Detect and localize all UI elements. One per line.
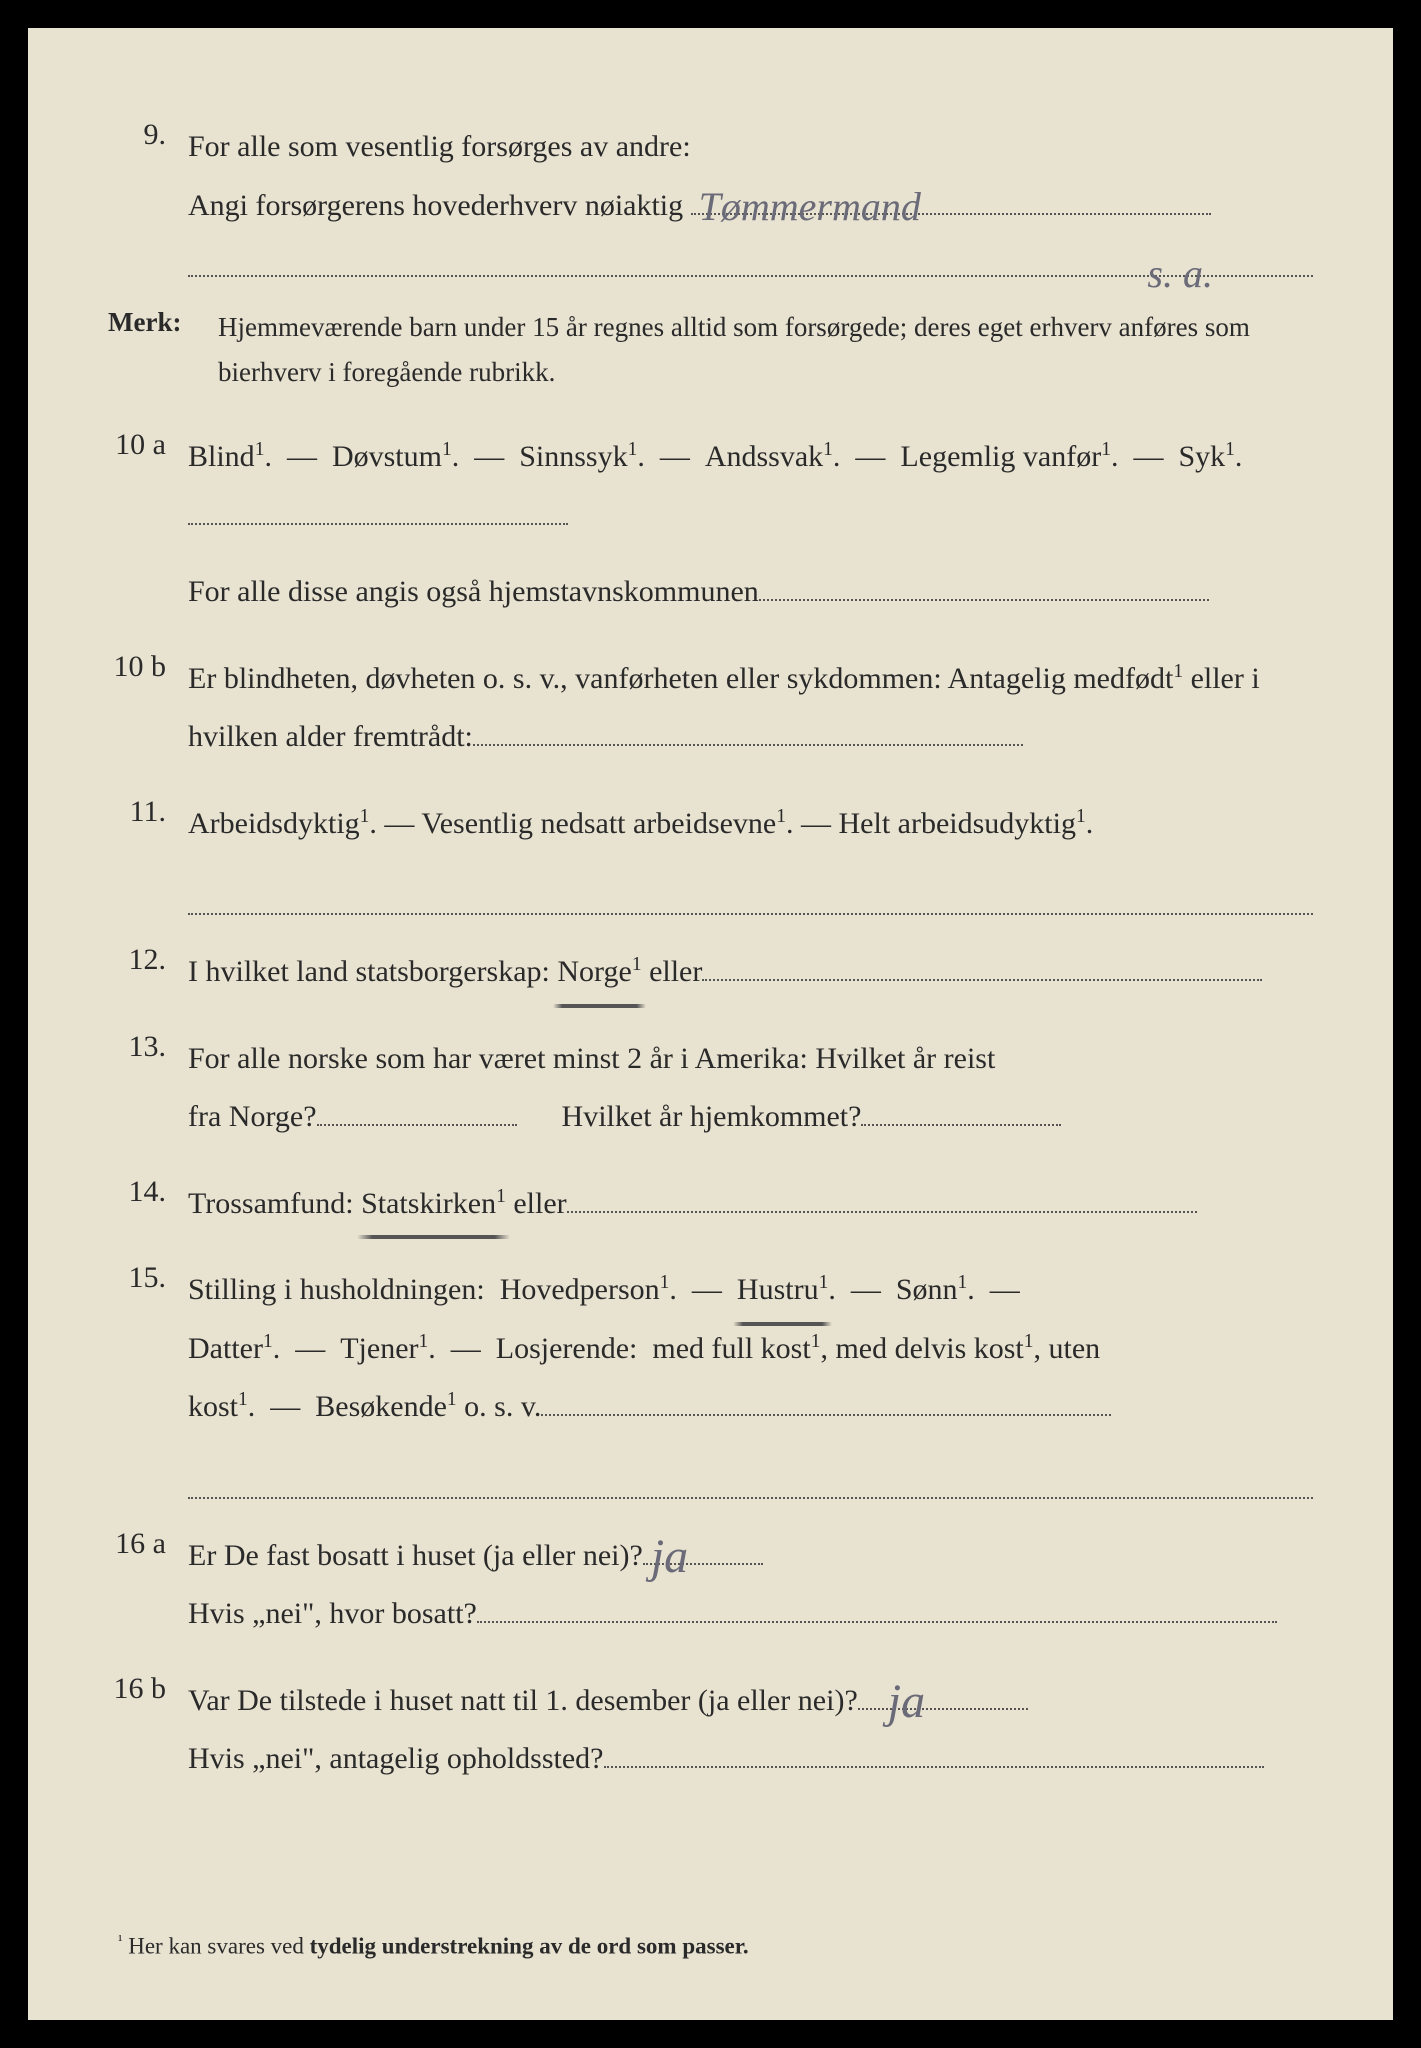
q14-number: 14.: [108, 1175, 188, 1209]
q12-underlined: Norge1: [557, 943, 641, 1002]
q16a-line1: Er De fast bosatt i huset (ja eller nei)…: [188, 1539, 643, 1572]
question-9: 9. For alle som vesentlig forsørges av a…: [108, 118, 1313, 277]
q10a-line2: For alle disse angis også hjemstavnskomm…: [188, 575, 759, 608]
q12-body: I hvilket land statsborgerskap: Norge1 e…: [188, 943, 1313, 1002]
q13-number: 13.: [108, 1030, 188, 1064]
q9-line2-prefix: Angi forsørgerens hovederhverv nøiaktig: [188, 189, 683, 222]
q10a-number: 10 a: [108, 428, 188, 462]
q16a-body: Er De fast bosatt i huset (ja eller nei)…: [188, 1527, 1313, 1644]
q9-line1: For alle som vesentlig forsørges av andr…: [188, 130, 691, 163]
q11-body: Arbeidsdyktig1. — Vesentlig nedsatt arbe…: [188, 795, 1313, 916]
q13-body: For alle norske som har været minst 2 år…: [188, 1030, 1313, 1147]
question-16b: 16 b Var De tilstede i huset natt til 1.…: [108, 1672, 1313, 1789]
question-16a: 16 a Er De fast bosatt i huset (ja eller…: [108, 1527, 1313, 1644]
q13-fill-2: [861, 1093, 1061, 1126]
question-14: 14. Trossamfund: Statskirken1 eller: [108, 1175, 1313, 1234]
q16a-number: 16 a: [108, 1527, 188, 1561]
q13-fill-1: [317, 1093, 517, 1126]
q10a-options: Blind1. — Døvstum1. — Sinnssyk1. — Andss…: [188, 440, 1242, 473]
q16a-fill-2: [477, 1590, 1277, 1623]
q13-line1: For alle norske som har været minst 2 år…: [188, 1042, 995, 1075]
q9-fill-2-wrap: s. a.: [188, 247, 1313, 277]
q16a-line2: Hvis „nei", hvor bosatt?: [188, 1597, 477, 1630]
q13-line2b: Hvilket år hjemkommet?: [562, 1100, 862, 1133]
q14-body: Trossamfund: Statskirken1 eller: [188, 1175, 1313, 1234]
q14-fill: [567, 1180, 1197, 1213]
q9-handwritten-2: s. a.: [1147, 235, 1213, 313]
footnote-text-a: Her kan svares ved: [128, 1934, 309, 1959]
q12-number: 12.: [108, 943, 188, 977]
q10b-number: 10 b: [108, 650, 188, 684]
q15-number: 15.: [108, 1261, 188, 1295]
question-11: 11. Arbeidsdyktig1. — Vesentlig nedsatt …: [108, 795, 1313, 916]
merk-label: Merk:: [108, 305, 218, 394]
q16b-number: 16 b: [108, 1672, 188, 1706]
question-10a: 10 a Blind1. — Døvstum1. — Sinnssyk1. — …: [108, 428, 1313, 622]
q15-fill-1: [541, 1383, 1111, 1416]
q11-text: Arbeidsdyktig1. — Vesentlig nedsatt arbe…: [188, 807, 1093, 840]
question-15: 15. Stilling i husholdningen: Hovedperso…: [108, 1261, 1313, 1499]
q16b-body: Var De tilstede i huset natt til 1. dese…: [188, 1672, 1313, 1789]
q10b-body: Er blindheten, døvheten o. s. v., vanfør…: [188, 650, 1313, 767]
footnote-marker: ¹: [118, 1933, 122, 1949]
footnote: ¹ Her kan svares ved tydelig understrekn…: [118, 1933, 749, 1960]
q14-prefix: Trossamfund:: [188, 1187, 361, 1220]
q16a-fill-1: ja: [643, 1532, 763, 1565]
q13-line2a: fra Norge?: [188, 1100, 317, 1133]
q10a-fill-1: [188, 492, 568, 525]
q10a-fill-2: [759, 568, 1209, 601]
q12-suffix: eller: [649, 955, 702, 988]
q16b-line1: Var De tilstede i huset natt til 1. dese…: [188, 1684, 858, 1717]
q16b-line2: Hvis „nei", antagelig opholdssted?: [188, 1742, 604, 1775]
q14-suffix: eller: [513, 1187, 566, 1220]
footnote-text-b: tydelig understrekning av de ord som pas…: [310, 1934, 749, 1959]
q9-body: For alle som vesentlig forsørges av andr…: [188, 118, 1313, 277]
q10b-fill: [473, 713, 1023, 746]
q16b-fill-2: [604, 1735, 1264, 1768]
question-13: 13. For alle norske som har været minst …: [108, 1030, 1313, 1147]
merk-text: Hjemmeværende barn under 15 år regnes al…: [218, 305, 1313, 394]
q11-fill: [188, 885, 1313, 915]
q12-prefix: I hvilket land statsborgerskap:: [188, 955, 557, 988]
q15-body: Stilling i husholdningen: Hovedperson1. …: [188, 1261, 1313, 1499]
q9-fill-2: [188, 247, 1313, 277]
q9-handwritten-1: Tømmermand: [699, 168, 921, 246]
q9-fill-1: Tømmermand: [691, 182, 1211, 215]
question-12: 12. I hvilket land statsborgerskap: Norg…: [108, 943, 1313, 1002]
q12-fill: [702, 948, 1262, 981]
merk-note: Merk: Hjemmeværende barn under 15 år reg…: [108, 305, 1313, 394]
q9-number: 9.: [108, 118, 188, 152]
q14-underlined: Statskirken1: [361, 1175, 506, 1234]
q16b-fill-1: ja: [858, 1677, 1028, 1710]
q15-fill-2: [188, 1469, 1313, 1499]
question-10b: 10 b Er blindheten, døvheten o. s. v., v…: [108, 650, 1313, 767]
document-page: 9. For alle som vesentlig forsørges av a…: [28, 28, 1393, 2020]
q10a-body: Blind1. — Døvstum1. — Sinnssyk1. — Andss…: [188, 428, 1313, 622]
q11-number: 11.: [108, 795, 188, 829]
